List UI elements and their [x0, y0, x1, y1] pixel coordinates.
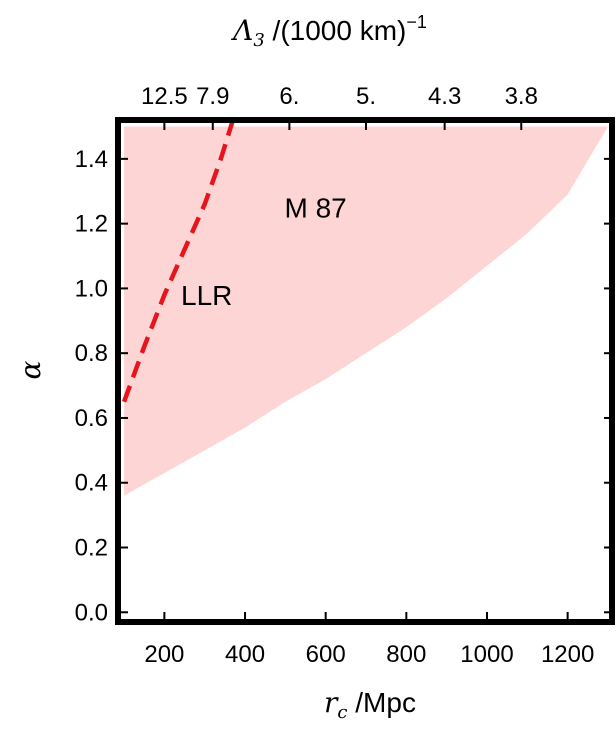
- x-tick-label: 1200: [541, 641, 594, 668]
- x-tick-label: 200: [144, 641, 184, 668]
- y-tick-label: 0.6: [75, 405, 108, 432]
- llr-line-label: LLR: [181, 280, 232, 311]
- top-axis-subscript: 3: [253, 30, 264, 51]
- x-tick-label: 600: [306, 641, 346, 668]
- llr-bound-line: [121, 119, 236, 403]
- llr-dashed-line: [121, 119, 236, 403]
- y-tick-label: 0.4: [75, 470, 108, 497]
- x-axis-unit: /Mpc: [348, 687, 416, 718]
- x-axis-symbol: r: [324, 686, 339, 719]
- top-axis-symbol: Λ: [230, 14, 253, 47]
- tick-marks: [118, 120, 612, 622]
- x-tick-label: 400: [225, 641, 265, 668]
- x-axis-subscript: c: [337, 702, 347, 723]
- y-tick-label: 1.2: [75, 211, 108, 238]
- m87-allowed-region: [124, 126, 608, 496]
- y-tick-label: 1.4: [75, 146, 108, 173]
- m87-region-area: [124, 126, 608, 496]
- y-tick-label: 0.8: [75, 340, 108, 367]
- top-tick-label: 7.9: [196, 83, 229, 110]
- top-axis-unit: /(1000 km): [265, 15, 407, 46]
- top-axis-title: Λ3 /(1000 km)−1: [230, 12, 427, 51]
- x-tick-label: 800: [386, 641, 426, 668]
- y-tick-label: 1.0: [75, 275, 108, 302]
- top-axis-exponent: −1: [406, 12, 427, 32]
- y-axis-title: α: [14, 360, 47, 379]
- top-tick-label: 5.: [356, 83, 376, 110]
- x-axis-title: rc /Mpc: [324, 686, 416, 723]
- top-tick-label: 4.3: [428, 83, 461, 110]
- m87-region-label: M 87: [284, 192, 346, 223]
- tick-labels: 200 400 600 800 1000 1200 0.0 0.2 0.4 0.6 0.8 1.0 1.…: [75, 83, 595, 668]
- y-tick-label: 0.0: [75, 599, 108, 626]
- y-tick-label: 0.2: [75, 535, 108, 562]
- x-tick-label: 1000: [460, 641, 513, 668]
- plot-frame: [115, 117, 615, 625]
- top-tick-label: 3.8: [505, 83, 538, 110]
- top-tick-label: 12.5: [141, 83, 188, 110]
- top-tick-label: 6.: [279, 83, 299, 110]
